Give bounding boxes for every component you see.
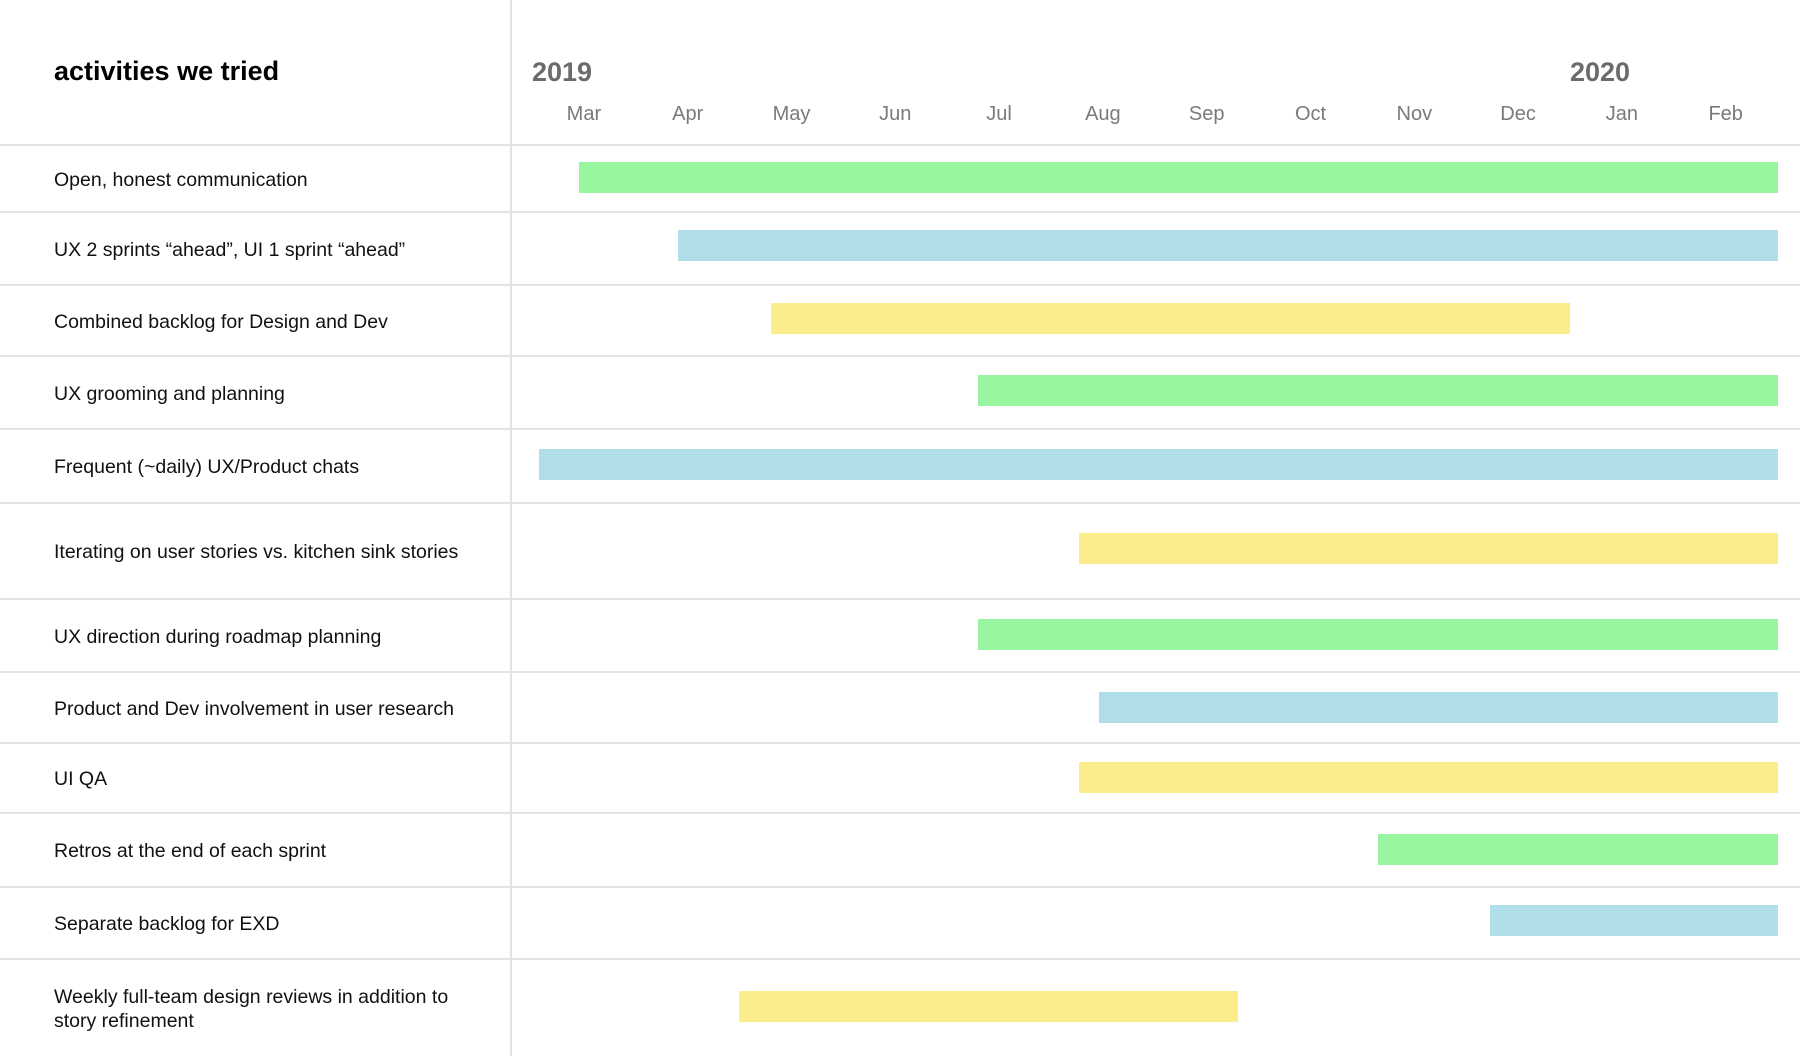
- month-tick-label: Apr: [672, 103, 704, 125]
- activity-bar: [738, 991, 1238, 1022]
- activity-bar: [578, 162, 1778, 193]
- month-tick-label: Aug: [1085, 103, 1121, 125]
- row-divider: [0, 671, 1800, 673]
- month-tick-label: Oct: [1294, 103, 1327, 125]
- year-label: 2019: [532, 57, 593, 87]
- row-divider: [0, 502, 1800, 504]
- activity-bar: [539, 449, 1778, 480]
- month-tick-label: Jan: [1605, 103, 1639, 125]
- activity-label: Iterating on user stories vs. kitchen si…: [54, 541, 459, 563]
- activity-label: Retros at the end of each sprint: [54, 840, 327, 862]
- activity-label: UX grooming and planning: [54, 382, 285, 405]
- activity-bar: [678, 230, 1778, 261]
- activity-bar: [1079, 533, 1778, 564]
- header-separator: [0, 144, 1800, 146]
- activity-label: UX 2 sprints “ahead”, UI 1 sprint “ahead…: [54, 238, 406, 261]
- month-tick-label: Mar: [566, 103, 602, 125]
- month-tick-label: Feb: [1708, 103, 1743, 125]
- row-divider: [0, 211, 1800, 213]
- row-divider: [0, 428, 1800, 430]
- row-divider: [0, 958, 1800, 960]
- activity-label: UX direction during roadmap planning: [54, 625, 382, 648]
- month-tick-label: May: [772, 103, 811, 125]
- row-divider: [0, 886, 1800, 888]
- activity-bar: [1377, 834, 1778, 865]
- activity-bar: [1079, 762, 1778, 793]
- row-divider: [0, 742, 1800, 744]
- row-divider: [0, 355, 1800, 357]
- activity-label: Open, honest communication: [54, 169, 308, 191]
- activity-label: UI QA: [54, 768, 108, 790]
- row-divider: [0, 598, 1800, 600]
- activity-bar: [1098, 692, 1778, 723]
- activity-bar: [1490, 905, 1778, 936]
- month-tick-label: Sep: [1188, 103, 1225, 125]
- row-divider: [0, 812, 1800, 814]
- activity-label: Separate backlog for EXD: [54, 913, 280, 935]
- month-tick-label: Jun: [879, 103, 912, 125]
- month-tick-label: Nov: [1396, 103, 1433, 125]
- activity-label: Product and Dev involvement in user rese…: [54, 697, 454, 720]
- activity-bar: [770, 303, 1570, 334]
- activity-label-column: [0, 0, 512, 1056]
- activity-bar: [978, 375, 1778, 406]
- month-tick-label: Dec: [1500, 103, 1536, 125]
- year-label: 2020: [1570, 57, 1631, 87]
- activity-label: Frequent (~daily) UX/Product chats: [54, 456, 360, 478]
- chart-title: activities we tried: [54, 56, 280, 86]
- month-tick-label: Jul: [986, 103, 1012, 125]
- row-divider: [0, 284, 1800, 286]
- activity-bar: [978, 619, 1778, 650]
- activity-label: Weekly full-team design reviews in addit…: [54, 986, 449, 1032]
- activity-label: Combined backlog for Design and Dev: [54, 310, 388, 333]
